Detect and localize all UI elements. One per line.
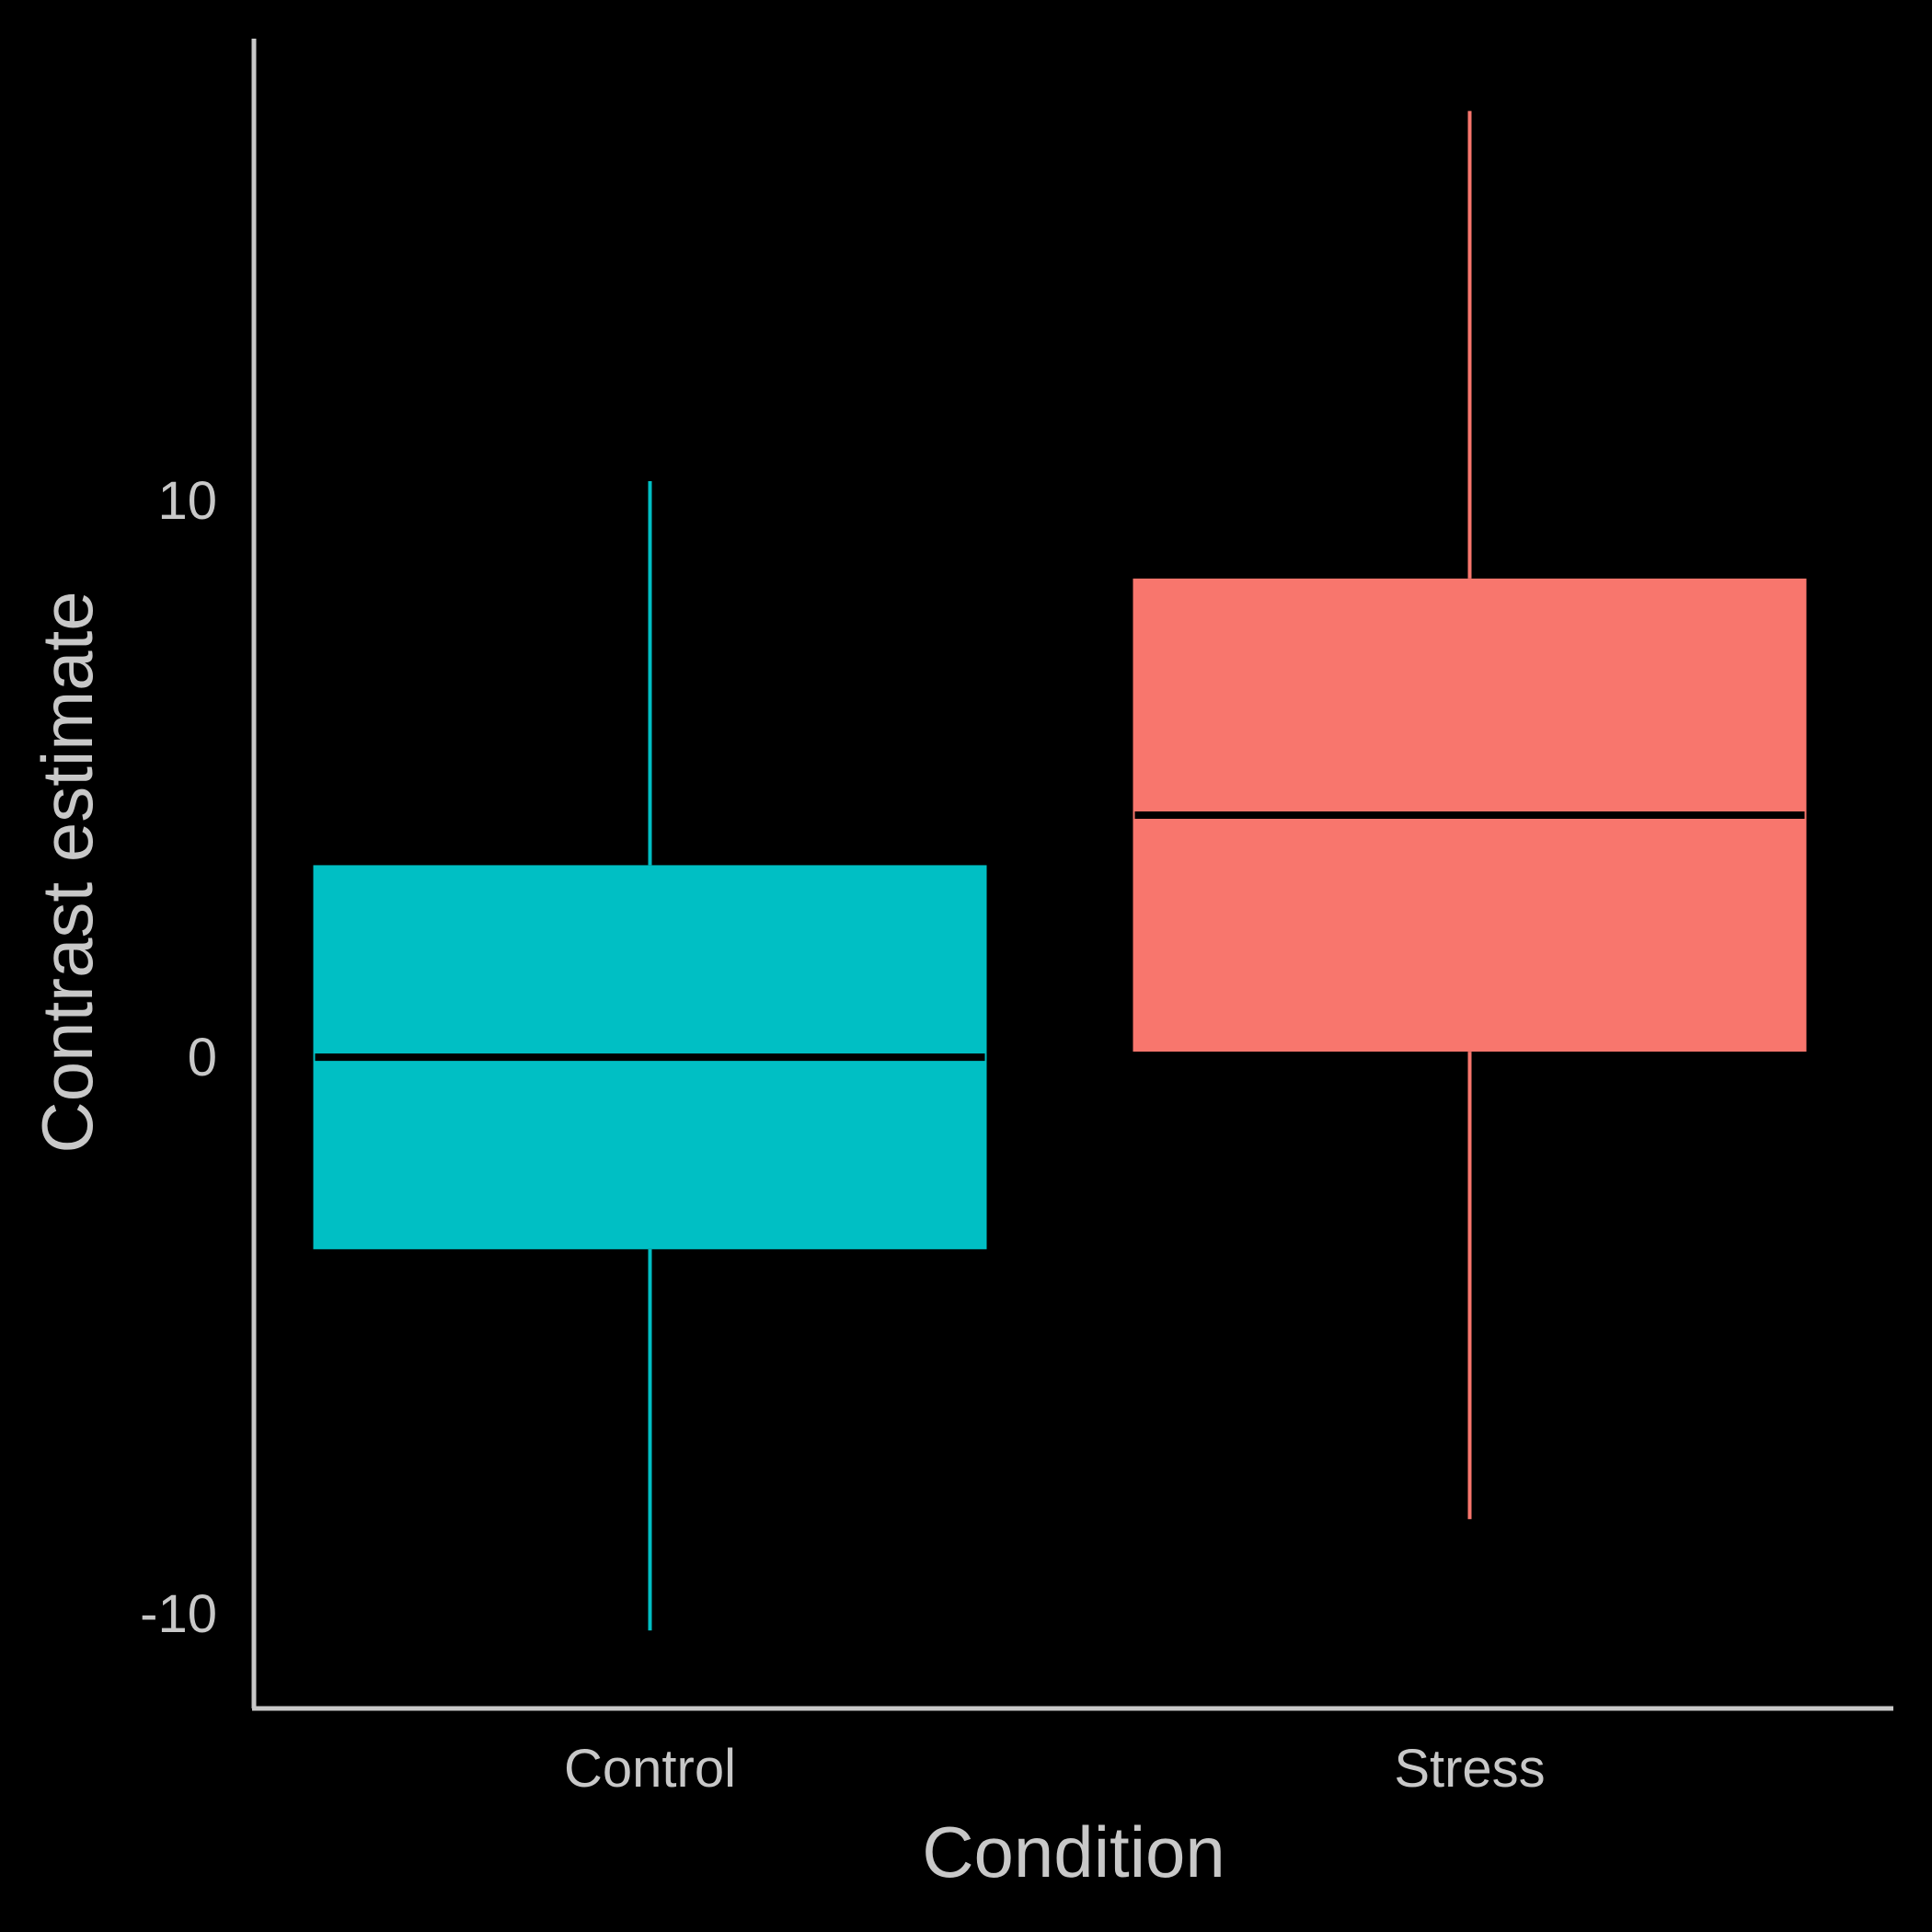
y-tick-label: 0 [188,1028,217,1087]
y-axis-title: Contrast estimate [27,591,108,1153]
boxes-layer [313,110,1807,1631]
y-tick-label: 10 [157,471,217,531]
y-tick-label: -10 [140,1584,217,1644]
x-axis-title: Condition [922,1811,1225,1892]
box-group-stress [1133,110,1807,1520]
x-tick-labels: Control Stress [564,1739,1546,1799]
x-tick-label: Control [564,1739,736,1799]
box-group-control [313,480,987,1631]
x-tick-label: Stress [1394,1739,1545,1799]
y-tick-labels: -10 0 10 [140,471,217,1644]
